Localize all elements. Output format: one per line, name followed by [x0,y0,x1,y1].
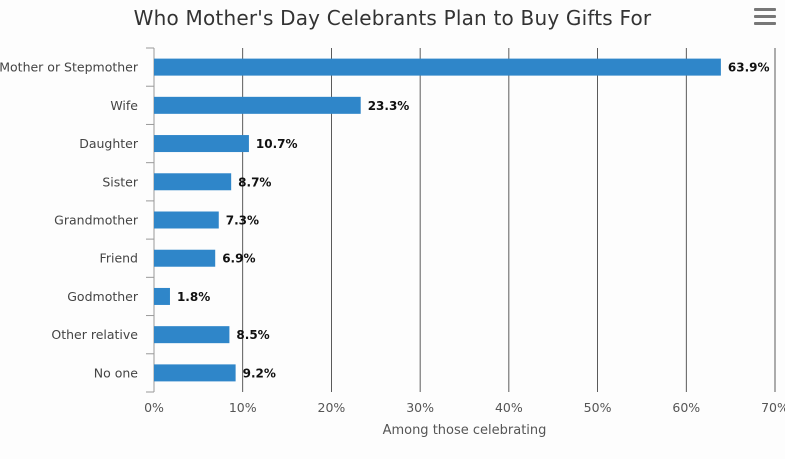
x-tick-label: 0% [144,400,164,415]
bar [154,58,721,76]
category-label: Sister [102,174,139,189]
hamburger-menu-icon [754,8,776,11]
x-tick-label: 10% [229,400,257,415]
chart-title: Who Mother's Day Celebrants Plan to Buy … [133,6,652,30]
x-tick-label: 70% [761,400,785,415]
category-label: Other relative [51,327,138,342]
category-label: No one [94,365,139,380]
data-label: 1.8% [177,290,210,304]
chart-menu-button[interactable] [754,8,776,28]
data-label: 8.5% [236,328,269,342]
data-label: 23.3% [368,99,410,113]
x-tick-label: 60% [672,400,700,415]
category-label: Mother or Stepmother [0,60,139,75]
category-label: Daughter [79,136,139,151]
x-tick-label: 20% [318,400,346,415]
bar [154,96,361,114]
x-axis-title: Among those celebrating [383,423,547,438]
bar [154,326,230,344]
bar [154,211,219,229]
x-tick-label: 30% [406,400,434,415]
labels: 0% 10% 20% 30% 40% 50% 60% 70% Mother or Stepmot… [0,60,785,415]
bar [154,135,249,153]
bar [154,173,232,191]
data-label: 6.9% [222,252,255,266]
category-label: Wife [110,98,138,113]
bar [154,249,216,267]
x-tick-label: 50% [584,400,612,415]
x-tick-label: 40% [495,400,523,415]
data-label: 8.7% [238,175,271,189]
bars [154,58,721,382]
data-label: 63.9% [728,61,770,75]
data-label: 9.2% [243,366,276,380]
category-label: Friend [100,251,138,266]
data-label: 7.3% [226,214,259,228]
category-label: Godmother [67,289,139,304]
bar [154,364,236,382]
data-label: 10.7% [256,137,298,151]
bar [154,287,170,305]
category-label: Grandmother [54,213,139,228]
